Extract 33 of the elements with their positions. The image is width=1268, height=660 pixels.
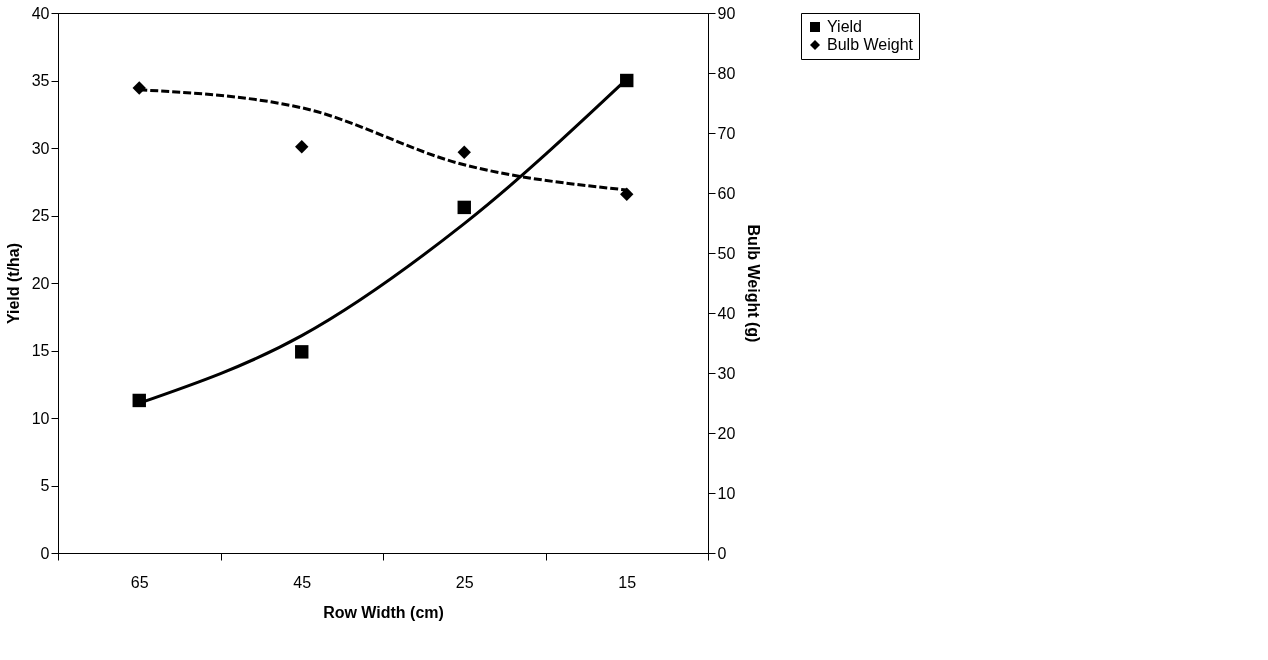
- y-tick-label: 40: [31, 4, 50, 22]
- y2-tick-label: 50: [717, 244, 736, 262]
- y2-tick-label: 70: [717, 124, 736, 142]
- y-axis-title: Yield (t/ha): [4, 242, 22, 325]
- y-tick-label: 10: [31, 409, 50, 427]
- y2-tick-label: 80: [717, 64, 736, 82]
- y2-tick-label: 40: [717, 304, 736, 322]
- point: [457, 145, 471, 159]
- point: [295, 140, 309, 154]
- legend-label: Yield: [827, 18, 862, 35]
- y-tick-label: 15: [31, 342, 50, 359]
- y2-tick-label: 30: [717, 364, 736, 382]
- y-tick-label: 5: [40, 477, 50, 494]
- y2-axis-title: Bulb Weight (g): [745, 224, 763, 343]
- x-tick-label: 65: [130, 573, 149, 591]
- point: [620, 187, 634, 201]
- y-tick-label: 25: [31, 207, 50, 224]
- y-tick-label: 0: [40, 544, 50, 562]
- y-tick-label: 30: [31, 139, 50, 157]
- x-tick-label: 45: [293, 573, 312, 591]
- point: [295, 345, 309, 359]
- y-tick-label: 35: [31, 72, 50, 89]
- y2-tick-label: 10: [717, 484, 736, 502]
- x-tick-label: 25: [455, 573, 474, 591]
- point: [457, 200, 471, 215]
- x-tick-label: 15: [618, 573, 637, 591]
- legend-label: Bulb Weight: [827, 36, 914, 53]
- x-axis-title: Row Width (cm): [323, 603, 444, 621]
- y2-tick-label: 20: [717, 424, 736, 442]
- y-tick-label: 20: [31, 274, 50, 292]
- y2-tick-label: 60: [717, 184, 736, 202]
- y2-tick-label: 90: [717, 4, 736, 22]
- y2-tick-label: 0: [717, 544, 727, 562]
